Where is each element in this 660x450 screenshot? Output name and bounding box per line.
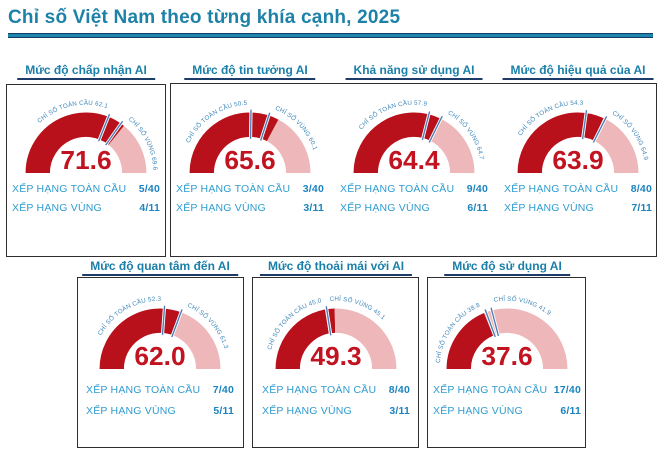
region-rank-row: XẾP HẠNG VÙNG 3/11: [176, 202, 324, 214]
gauge-card-7: 37.6 CHỈ SỐ TOÀN CẦU 38.8 CHỈ SỐ VÙNG 41.9…: [429, 283, 585, 417]
global-rank-label: XẾP HẠNG TOÀN CẦU: [86, 384, 201, 396]
svg-text:49.3: 49.3: [310, 341, 361, 371]
global-rank-value: 8/40: [630, 183, 652, 195]
gauge-card-5: 62.0 CHỈ SỐ TOÀN CẦU 52.3 CHỈ SỐ VÙNG 61.3…: [82, 283, 238, 417]
global-rank-row: XẾP HẠNG TOÀN CẦU 3/40: [176, 183, 324, 195]
global-rank-value: 5/40: [138, 183, 160, 195]
page-title: Chỉ số Việt Nam theo từng khía cạnh, 202…: [8, 7, 401, 28]
global-rank-row: XẾP HẠNG TOÀN CẦU 5/40: [12, 183, 160, 195]
gauge-chart-1: 71.6 CHỈ SỐ TOÀN CẦU 62.1 CHỈ SỐ VÙNG 69.6: [8, 87, 164, 177]
global-rank-label: XẾP HẠNG TOÀN CẦU: [340, 183, 455, 195]
global-rank-value: 8/40: [388, 384, 410, 396]
global-rank-label: XẾP HẠNG TOÀN CẦU: [176, 183, 291, 195]
global-rank-row: XẾP HẠNG TOÀN CẦU 17/40: [433, 384, 581, 396]
svg-text:71.6: 71.6: [60, 145, 111, 175]
region-rank-label: XẾP HẠNG VÙNG: [12, 202, 102, 214]
region-rank-row: XẾP HẠNG VÙNG 5/11: [86, 405, 234, 417]
gauge-7-ranks: XẾP HẠNG TOÀN CẦU 17/40 XẾP HẠNG VÙNG 6/11: [429, 384, 585, 417]
svg-text:63.9: 63.9: [552, 145, 603, 175]
gauge-card-6: 49.3 CHỈ SỐ TOÀN CẦU 45.0 CHỈ SỐ VÙNG 45.1…: [258, 283, 414, 417]
global-rank-value: 17/40: [553, 384, 581, 396]
global-rank-value: 9/40: [466, 183, 488, 195]
gauge-7-title: Mức độ sử dụng AI: [444, 259, 570, 276]
region-rank-label: XẾP HẠNG VÙNG: [504, 202, 594, 214]
region-rank-label: XẾP HẠNG VÙNG: [433, 405, 523, 417]
global-rank-value: 7/40: [212, 384, 234, 396]
gauge-chart-2: 65.6 CHỈ SỐ TOÀN CẦU 50.5 CHỈ SỐ VÙNG 60.1: [172, 87, 328, 177]
svg-text:62.0: 62.0: [134, 341, 185, 371]
gauge-3-title: Khả năng sử dụng AI: [345, 63, 483, 80]
region-rank-value: 7/11: [631, 202, 652, 214]
global-rank-value: 3/40: [302, 183, 324, 195]
region-rank-value: 3/11: [303, 202, 324, 214]
gauge-card-2: 65.6 CHỈ SỐ TOÀN CẦU 50.5 CHỈ SỐ VÙNG 60.1…: [172, 87, 328, 214]
gauge-5-ranks: XẾP HẠNG TOÀN CẦU 7/40 XẾP HẠNG VÙNG 5/11: [82, 384, 238, 417]
gauge-3-ranks: XẾP HẠNG TOÀN CẦU 9/40 XẾP HẠNG VÙNG 6/11: [336, 183, 492, 214]
gauge-chart-5: 62.0 CHỈ SỐ TOÀN CẦU 52.3 CHỈ SỐ VÙNG 61.3: [82, 283, 238, 373]
region-rank-row: XẾP HẠNG VÙNG 7/11: [504, 202, 652, 214]
gauge-4-title: Mức độ hiệu quả của AI: [502, 63, 654, 80]
gauge-6-ranks: XẾP HẠNG TOÀN CẦU 8/40 XẾP HẠNG VÙNG 3/11: [258, 384, 414, 417]
global-rank-row: XẾP HẠNG TOÀN CẦU 7/40: [86, 384, 234, 396]
gauge-card-1: 71.6 CHỈ SỐ TOÀN CẦU 62.1 CHỈ SỐ VÙNG 69.6…: [8, 87, 164, 214]
region-rank-value: 5/11: [213, 405, 234, 417]
svg-text:64.4: 64.4: [388, 145, 440, 175]
region-rank-label: XẾP HẠNG VÙNG: [340, 202, 430, 214]
global-rank-row: XẾP HẠNG TOÀN CẦU 8/40: [262, 384, 410, 396]
svg-text:37.6: 37.6: [481, 341, 532, 371]
region-rank-value: 6/11: [467, 202, 488, 214]
region-rank-row: XẾP HẠNG VÙNG 6/11: [433, 405, 581, 417]
global-rank-label: XẾP HẠNG TOÀN CẦU: [12, 183, 127, 195]
global-rank-label: XẾP HẠNG TOÀN CẦU: [262, 384, 377, 396]
region-rank-label: XẾP HẠNG VÙNG: [176, 202, 266, 214]
svg-text:65.6: 65.6: [224, 145, 275, 175]
region-rank-value: 3/11: [389, 405, 410, 417]
global-rank-label: XẾP HẠNG TOÀN CẦU: [433, 384, 548, 396]
gauge-2-title: Mức độ tin tưởng AI: [184, 63, 316, 80]
gauge-chart-4: 63.9 CHỈ SỐ TOÀN CẦU 54.3 CHỈ SỐ VÙNG 64.9: [500, 87, 656, 177]
gauge-card-3: 64.4 CHỈ SỐ TOÀN CẦU 57.9 CHỈ SỐ VÙNG 64.7…: [336, 87, 492, 214]
gauge-chart-3: 64.4 CHỈ SỐ TOÀN CẦU 57.9 CHỈ SỐ VÙNG 64.7: [336, 87, 492, 177]
global-rank-label: XẾP HẠNG TOÀN CẦU: [504, 183, 619, 195]
gauge-4-ranks: XẾP HẠNG TOÀN CẦU 8/40 XẾP HẠNG VÙNG 7/11: [500, 183, 656, 214]
global-rank-row: XẾP HẠNG TOÀN CẦU 9/40: [340, 183, 488, 195]
region-rank-label: XẾP HẠNG VÙNG: [86, 405, 176, 417]
gauge-2-ranks: XẾP HẠNG TOÀN CẦU 3/40 XẾP HẠNG VÙNG 3/11: [172, 183, 328, 214]
region-rank-label: XẾP HẠNG VÙNG: [262, 405, 352, 417]
gauge-1-ranks: XẾP HẠNG TOÀN CẦU 5/40 XẾP HẠNG VÙNG 4/11: [8, 183, 164, 214]
region-rank-row: XẾP HẠNG VÙNG 4/11: [12, 202, 160, 214]
global-rank-row: XẾP HẠNG TOÀN CẦU 8/40: [504, 183, 652, 195]
title-rule: [8, 33, 653, 38]
gauge-card-4: 63.9 CHỈ SỐ TOÀN CẦU 54.3 CHỈ SỐ VÙNG 64.9…: [500, 87, 656, 214]
region-rank-value: 6/11: [560, 405, 581, 417]
gauge-5-title: Mức độ quan tâm đến AI: [82, 259, 238, 276]
gauge-6-title: Mức độ thoải mái với AI: [259, 259, 413, 276]
region-rank-value: 4/11: [139, 202, 160, 214]
gauge-chart-7: 37.6 CHỈ SỐ TOÀN CẦU 38.8 CHỈ SỐ VÙNG 41.9: [429, 283, 585, 373]
region-rank-row: XẾP HẠNG VÙNG 3/11: [262, 405, 410, 417]
gauge-1-title: Mức độ chấp nhận AI: [17, 63, 155, 80]
region-rank-row: XẾP HẠNG VÙNG 6/11: [340, 202, 488, 214]
gauge-chart-6: 49.3 CHỈ SỐ TOÀN CẦU 45.0 CHỈ SỐ VÙNG 45.1: [258, 283, 414, 373]
